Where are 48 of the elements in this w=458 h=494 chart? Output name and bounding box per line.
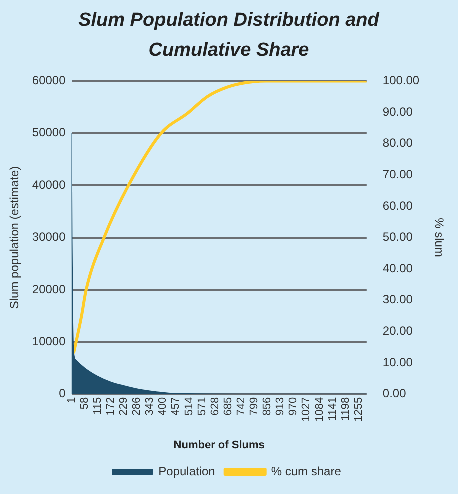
y-tick-label: 60000	[32, 74, 66, 88]
y-tick-label: 0	[59, 386, 66, 401]
legend-label: Population	[158, 464, 216, 478]
x-tick-label: 514	[183, 397, 196, 416]
x-tick-label: 172	[104, 397, 117, 416]
x-tick-label: 343	[144, 397, 156, 416]
y-tick-label: 50000	[32, 126, 66, 140]
legend-label: % cum share	[271, 464, 342, 478]
x-tick-label: 742	[235, 397, 248, 416]
x-tick-label: 1	[66, 397, 78, 404]
y2-tick-label: 60.00	[382, 198, 414, 213]
x-tick-label: 58	[78, 397, 91, 410]
x-tick-label: 913	[274, 397, 287, 416]
y2-tick-label: 10.00	[382, 355, 414, 370]
x-tick-label: 1027	[300, 397, 313, 422]
y-tick-label: 40000	[32, 178, 66, 192]
chart-title: Slum Population Distribution and Cumulative Share	[78, 9, 381, 63]
x-tick-label: 1084	[314, 397, 326, 422]
x-tick-label: 970	[288, 397, 300, 416]
x-tick-label: 685	[222, 397, 234, 416]
x-tick-label: 799	[248, 397, 261, 416]
y2-tick-label: 40.00	[382, 261, 414, 276]
x-tick-label: 1198	[340, 397, 352, 421]
y2-tick-label: 100.00	[382, 74, 420, 88]
y2-tick-label: 30.00	[382, 292, 414, 307]
x-tick-label: 115	[92, 397, 104, 415]
x-tick-label: 628	[209, 397, 222, 416]
y-tick-label: 10000	[32, 334, 66, 348]
y2-tick-label: 20.00	[382, 324, 414, 338]
line-series	[72, 81, 367, 356]
y2-tick-label: 70.00	[382, 167, 414, 182]
y-tick-label: 20000	[32, 282, 66, 296]
y-axis-title: Slum population (estimate)	[8, 166, 22, 310]
y2-tick-label: 80.00	[382, 136, 414, 150]
y2-tick-label: 90.00	[382, 104, 414, 119]
x-tick-label: 571	[196, 397, 208, 416]
x-tick-label: 229	[118, 397, 130, 416]
x-axis-title: Number of Slums	[174, 439, 265, 452]
x-tick-label: 1141	[326, 397, 339, 421]
x-tick-label: 457	[170, 397, 182, 416]
x-tick-label: 1255	[352, 397, 365, 422]
y2-tick-label: 50.00	[382, 230, 414, 244]
y2-tick-label: 0.00	[382, 386, 407, 401]
y2-axis-title: % slum	[432, 218, 446, 258]
x-tick-label: 856	[262, 397, 274, 416]
y-tick-label: 30000	[32, 230, 66, 244]
x-tick-label: 286	[131, 397, 144, 416]
x-tick-label: 400	[157, 397, 170, 416]
